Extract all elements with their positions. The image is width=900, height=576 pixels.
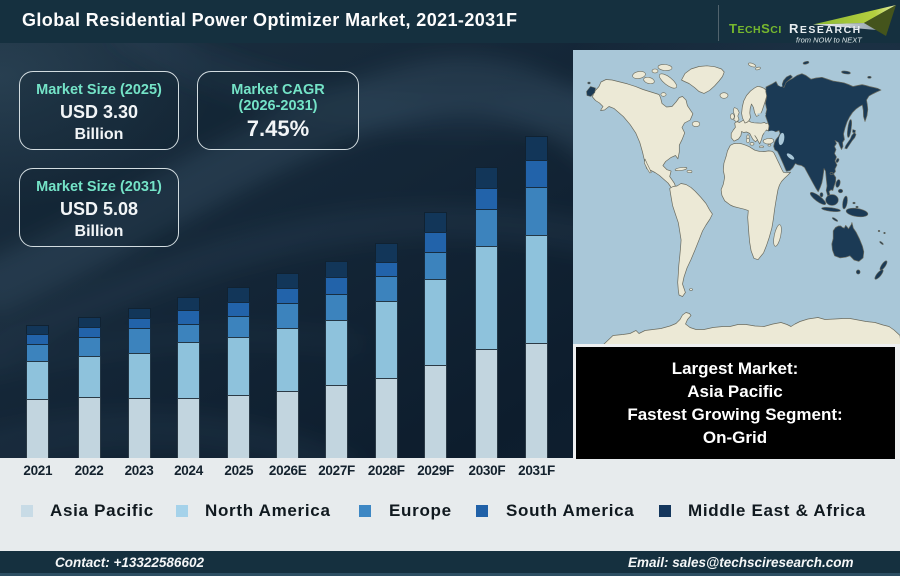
- svg-text:RESEARCH: RESEARCH: [789, 21, 862, 36]
- svg-text:from NOW to NEXT: from NOW to NEXT: [796, 36, 863, 45]
- svg-text:TECHSCI: TECHSCI: [729, 21, 782, 36]
